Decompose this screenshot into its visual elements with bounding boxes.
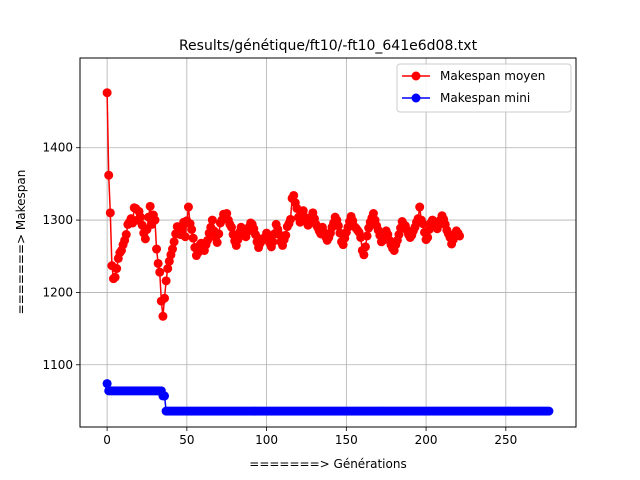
legend-marker-mini: [411, 93, 421, 103]
point-makespan-moyen: [187, 224, 197, 234]
point-makespan-mini: [160, 391, 170, 401]
point-makespan-moyen: [214, 229, 224, 239]
point-makespan-moyen: [227, 222, 237, 232]
x-tick-label: 200: [415, 433, 438, 447]
point-makespan-moyen: [233, 235, 243, 245]
point-makespan-moyen: [360, 242, 370, 252]
point-makespan-moyen: [150, 215, 160, 225]
x-tick-label: 100: [255, 433, 278, 447]
point-makespan-moyen: [362, 231, 372, 241]
legend-label-mini: Makespan mini: [440, 91, 530, 105]
x-tick-label: 0: [103, 433, 111, 447]
point-makespan-moyen: [286, 214, 296, 224]
point-makespan-moyen: [333, 221, 343, 231]
point-makespan-moyen: [250, 230, 260, 240]
x-tick-label: 150: [335, 433, 358, 447]
point-makespan-moyen: [163, 264, 173, 274]
point-makespan-mini: [102, 379, 112, 389]
point-makespan-moyen: [415, 202, 425, 212]
axes: 0 50 100 150 200 250 1100 1200 1300 1400: [42, 141, 517, 447]
point-makespan-moyen: [183, 202, 193, 212]
point-makespan-moyen: [207, 215, 217, 225]
x-tick-label: 50: [179, 433, 194, 447]
point-makespan-moyen: [136, 212, 146, 222]
legend: Makespan moyen Makespan mini: [396, 63, 572, 113]
point-makespan-moyen: [102, 88, 112, 98]
x-tick-label: 250: [494, 433, 517, 447]
point-makespan-moyen: [203, 235, 213, 245]
point-makespan-moyen: [169, 237, 179, 247]
point-makespan-moyen: [145, 201, 155, 211]
point-makespan-moyen: [188, 233, 198, 243]
point-makespan-moyen: [155, 267, 165, 277]
point-makespan-moyen: [212, 238, 222, 247]
point-makespan-moyen: [281, 230, 291, 240]
y-tick-label: 1100: [42, 358, 73, 372]
legend-label-moyen: Makespan moyen: [440, 69, 545, 83]
point-makespan-moyen: [161, 276, 171, 286]
point-makespan-moyen: [110, 272, 120, 282]
y-tick-label: 1400: [42, 141, 73, 155]
point-makespan-moyen: [455, 231, 465, 241]
point-makespan-moyen: [160, 293, 170, 303]
point-makespan-moyen: [359, 250, 369, 260]
point-makespan-moyen: [180, 232, 190, 242]
point-makespan-moyen: [152, 244, 162, 254]
y-axis-label: =======> Makespan: [14, 170, 28, 315]
point-makespan-moyen: [140, 234, 150, 244]
y-tick-label: 1300: [42, 213, 73, 227]
chart-title: Results/génétique/ft10/-ft10_641e6d08.tx…: [179, 38, 478, 54]
point-makespan-mini: [544, 406, 554, 416]
point-makespan-moyen: [158, 311, 168, 321]
plot-frame: [79, 57, 577, 428]
point-makespan-moyen: [168, 244, 177, 254]
plot-series: [102, 88, 554, 416]
point-makespan-moyen: [268, 237, 278, 247]
x-axis-label: =======> Générations: [249, 457, 406, 471]
point-makespan-moyen: [418, 219, 428, 229]
point-makespan-moyen: [104, 170, 114, 180]
point-makespan-moyen: [121, 230, 131, 240]
point-makespan-moyen: [112, 264, 122, 274]
legend-box: [396, 63, 572, 113]
legend-marker-moyen: [411, 71, 421, 81]
y-tick-label: 1200: [42, 285, 73, 299]
point-makespan-moyen: [153, 258, 163, 268]
point-makespan-moyen: [105, 208, 115, 218]
point-makespan-moyen: [423, 232, 433, 242]
point-makespan-moyen: [289, 190, 299, 200]
